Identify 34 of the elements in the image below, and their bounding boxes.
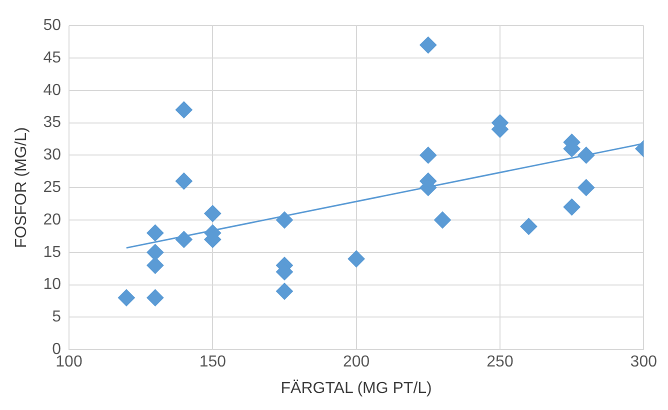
point [146,256,164,274]
point [520,218,538,235]
y-tick-label: 50 [43,17,62,34]
x-axis-title: FÄRGTAL (MG PT/L) [280,378,432,397]
y-tick-label: 10 [43,276,62,294]
y-tick-label: 35 [43,114,62,132]
point [578,179,595,196]
y-tick-label: 20 [43,211,62,228]
x-tick-label: 200 [342,354,370,371]
point [420,36,437,54]
x-tick-label: 300 [630,354,658,371]
point [146,289,164,306]
point [204,205,222,222]
y-tick-label: 25 [43,179,62,196]
point [563,198,580,216]
y-axis-title: FOSFOR (MG/L) [13,127,30,248]
y-tick-label: 30 [43,146,62,164]
point [146,224,164,242]
point [276,212,293,228]
x-tick-label: 100 [56,354,82,371]
y-tick-label: 15 [43,244,62,261]
point [420,146,437,164]
point [348,250,365,268]
point [175,172,192,190]
point [146,244,164,261]
x-tick-label: 250 [486,354,514,371]
point [434,212,452,228]
x-tick-label: 150 [199,354,226,371]
y-tick-label: 45 [43,49,62,66]
y-tick-label: 40 [43,82,62,99]
y-tick-label: 5 [52,308,62,326]
point [118,289,135,306]
point [276,282,293,300]
point [175,101,192,118]
